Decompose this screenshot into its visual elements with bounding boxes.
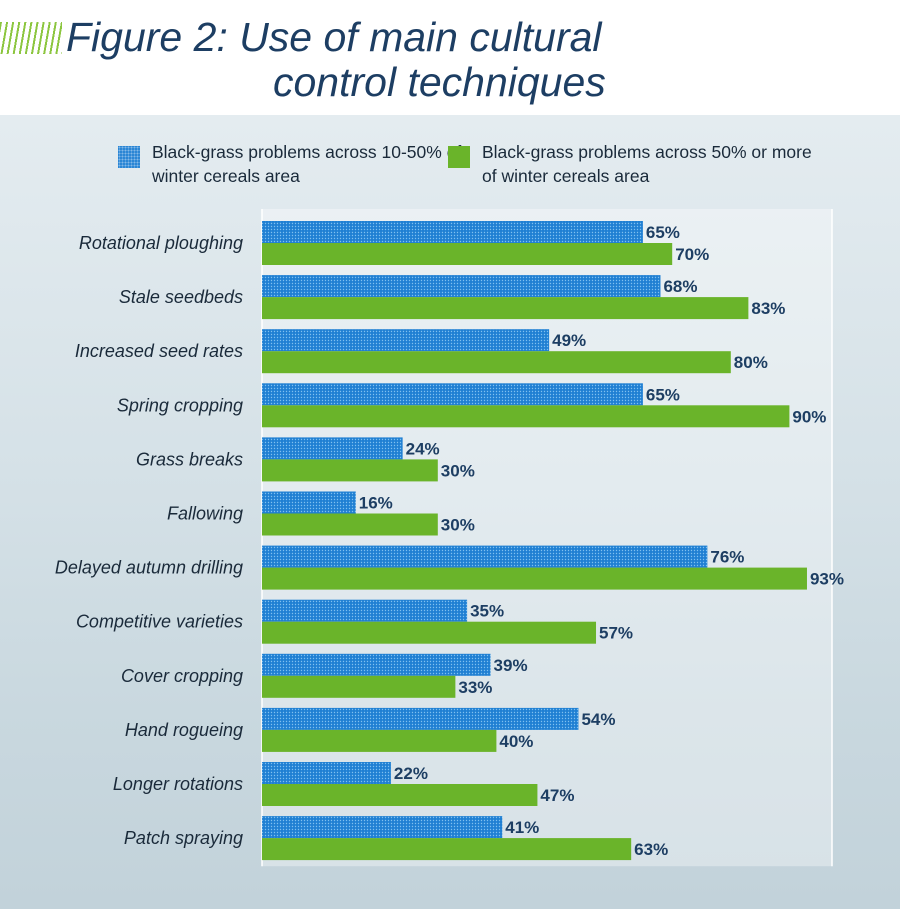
bar-series2 — [262, 838, 632, 861]
legend-swatch-series2 — [448, 146, 470, 168]
bar-series1 — [262, 762, 391, 784]
bar-series1 — [262, 545, 708, 568]
bar-series2 — [262, 784, 538, 806]
legend-label-series2: Black-grass problems across 50% or more … — [482, 142, 812, 186]
figure-title-line1: Figure 2: Use of main cultural — [66, 14, 602, 60]
legend-label-series1: Black-grass problems across 10-50% of wi… — [152, 142, 462, 186]
bar-series1 — [262, 707, 579, 730]
bar-series1 — [262, 816, 503, 839]
category-label: Delayed autumn drilling — [55, 558, 243, 578]
category-label: Grass breaks — [136, 449, 243, 469]
data-label: 90% — [792, 407, 826, 426]
data-label: 24% — [406, 439, 440, 458]
category-label: Stale seedbeds — [119, 287, 243, 307]
header: Figure 2: Use of main cultural control t… — [0, 0, 900, 115]
data-label: 65% — [646, 385, 680, 404]
data-label: 68% — [663, 277, 697, 296]
data-label: 39% — [494, 656, 528, 675]
category-label: Cover cropping — [121, 666, 243, 686]
data-label: 47% — [540, 786, 574, 805]
bar-series2 — [262, 459, 438, 482]
data-label: 30% — [441, 461, 475, 480]
plot-area: Rotational ploughing 65% 70% Stale seedbeds… — [55, 209, 844, 867]
data-label: 76% — [710, 548, 744, 567]
figure-title-line2: control techniques — [273, 59, 606, 105]
category-label: Rotational ploughing — [79, 233, 243, 253]
bar-series2 — [262, 351, 731, 374]
data-label: 35% — [470, 602, 504, 621]
bar-series1 — [262, 383, 643, 406]
legend: Black-grass problems across 10-50% of wi… — [0, 138, 900, 198]
bar-series2 — [262, 729, 497, 752]
category-label: Competitive varieties — [76, 612, 243, 632]
data-label: 63% — [634, 840, 668, 859]
bar-series2 — [262, 405, 790, 428]
data-label: 41% — [505, 818, 539, 837]
category-label: Increased seed rates — [75, 341, 243, 361]
bar-series2 — [262, 297, 749, 320]
bar-series2 — [262, 567, 807, 590]
category-label: Longer rotations — [113, 774, 243, 794]
category-label: Hand rogueing — [125, 720, 243, 740]
data-label: 16% — [359, 494, 393, 513]
bar-series2 — [262, 675, 456, 698]
legend-swatch-series1 — [118, 146, 140, 168]
data-label: 57% — [599, 624, 633, 643]
hatch-decoration-icon — [0, 22, 62, 54]
data-label: 30% — [441, 516, 475, 535]
data-label: 54% — [581, 710, 615, 729]
data-label: 22% — [394, 764, 428, 783]
bar-series1 — [262, 599, 468, 622]
data-label: 33% — [458, 678, 492, 697]
data-label: 40% — [499, 732, 533, 751]
bar-series2 — [262, 513, 438, 536]
data-label: 65% — [646, 223, 680, 242]
category-label: Fallowing — [167, 504, 243, 524]
bar-series1 — [262, 437, 403, 460]
bar-series2 — [262, 243, 673, 265]
bar-series1 — [262, 221, 643, 243]
bar-series2 — [262, 621, 597, 644]
category-label: Patch spraying — [124, 828, 243, 848]
data-label: 49% — [552, 331, 586, 350]
bar-series1 — [262, 653, 491, 676]
bar-series1 — [262, 329, 550, 352]
data-label: 70% — [675, 245, 709, 264]
data-label: 93% — [810, 570, 844, 589]
bar-series1 — [262, 491, 356, 514]
bar-series1 — [262, 275, 661, 298]
data-label: 83% — [751, 299, 785, 318]
category-label: Spring cropping — [117, 395, 243, 415]
data-label: 80% — [734, 353, 768, 372]
